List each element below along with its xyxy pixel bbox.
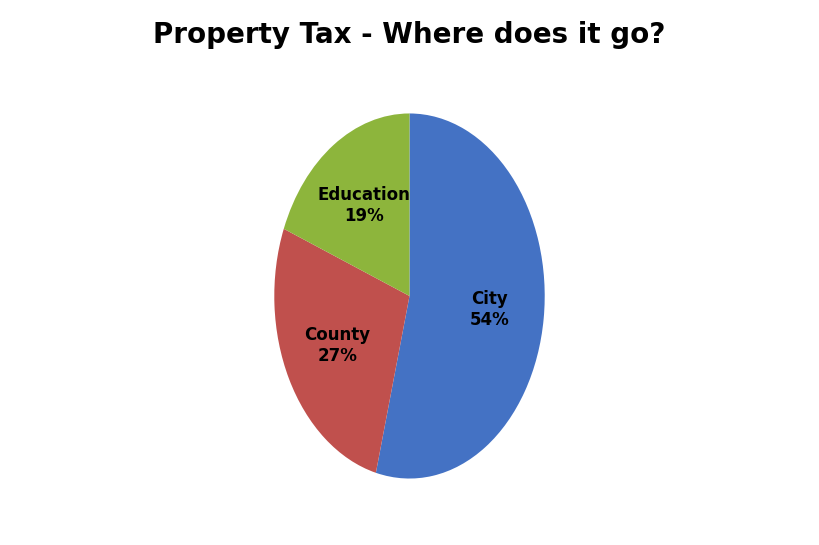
Text: Education
19%: Education 19%	[318, 186, 410, 225]
Text: County
27%: County 27%	[304, 326, 370, 365]
Wedge shape	[376, 113, 545, 479]
Text: City
54%: City 54%	[470, 290, 510, 329]
Wedge shape	[274, 229, 410, 473]
Title: Property Tax - Where does it go?: Property Tax - Where does it go?	[153, 21, 666, 49]
Wedge shape	[284, 113, 410, 296]
